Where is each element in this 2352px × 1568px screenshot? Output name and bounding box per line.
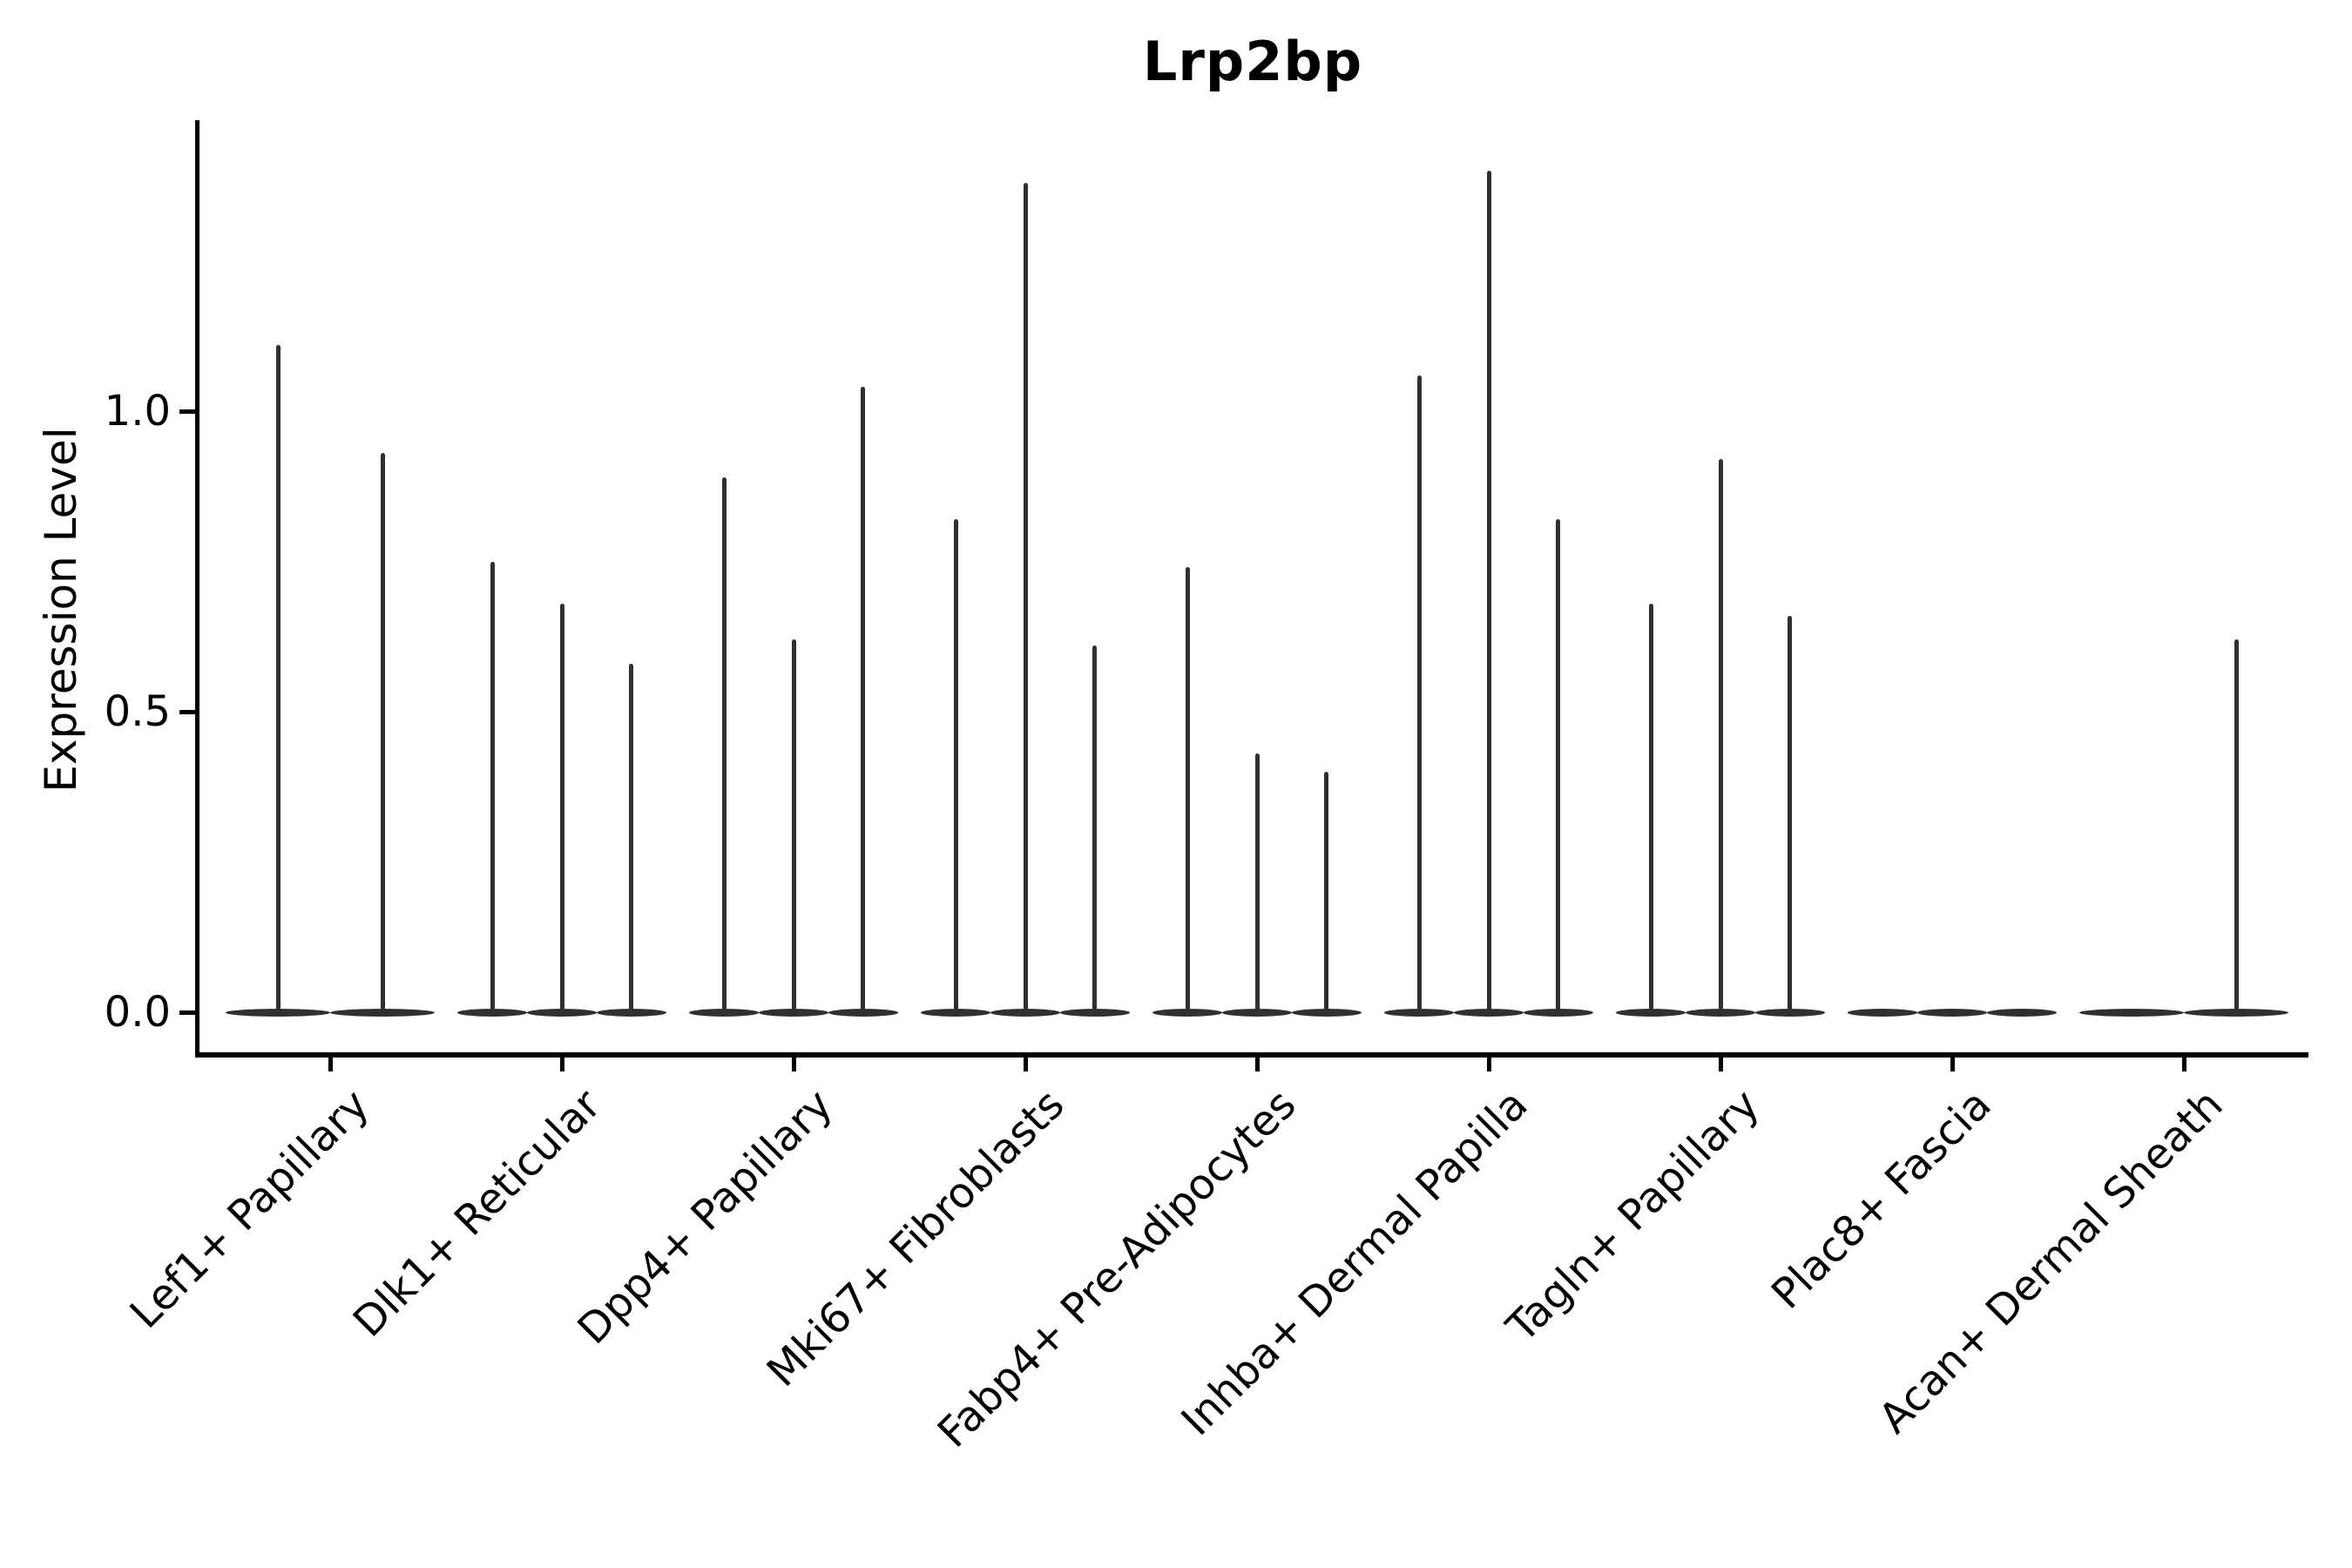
violin-needle bbox=[721, 476, 727, 1012]
violin-base bbox=[1616, 1008, 1686, 1017]
x-tick-mark bbox=[1486, 1052, 1491, 1071]
violin-needle bbox=[629, 663, 634, 1012]
violin-base bbox=[828, 1008, 898, 1017]
violin-base bbox=[759, 1008, 828, 1017]
chart-title: Lrp2bp bbox=[1142, 30, 1363, 93]
violin-base bbox=[226, 1008, 330, 1017]
x-tick-label: Lef1+ Papillary bbox=[120, 1080, 379, 1338]
x-tick-mark bbox=[1023, 1052, 1028, 1071]
y-tick-mark bbox=[179, 409, 197, 414]
violin-base bbox=[1060, 1008, 1130, 1017]
y-axis-spine bbox=[195, 120, 199, 1058]
violin-base bbox=[597, 1008, 666, 1017]
violin-needle bbox=[490, 561, 495, 1012]
violin-base bbox=[1917, 1008, 1987, 1017]
violin-needle bbox=[1254, 754, 1260, 1012]
violin-base bbox=[1384, 1008, 1454, 1017]
violin-needle bbox=[1324, 772, 1329, 1012]
y-tick-label: 1.0 bbox=[104, 387, 171, 436]
violin-needle bbox=[1185, 567, 1190, 1012]
violin-base bbox=[2079, 1008, 2184, 1017]
violin-needle bbox=[559, 603, 564, 1012]
violin-needle bbox=[861, 387, 866, 1012]
violin-needle bbox=[2234, 639, 2239, 1012]
x-tick-mark bbox=[328, 1052, 333, 1071]
violin-base bbox=[457, 1008, 527, 1017]
violin-needle bbox=[1092, 645, 1098, 1012]
x-tick-mark bbox=[1950, 1052, 1955, 1071]
violin-needle bbox=[1648, 603, 1653, 1012]
violin-needle bbox=[1486, 171, 1491, 1012]
violin-needle bbox=[953, 519, 958, 1012]
violin-base bbox=[1524, 1008, 1593, 1017]
y-tick-mark bbox=[179, 1010, 197, 1015]
violin-base bbox=[1686, 1008, 1755, 1017]
violin-base bbox=[1454, 1008, 1524, 1017]
violin-needle bbox=[380, 453, 385, 1012]
violin-base bbox=[921, 1008, 990, 1017]
violin-base bbox=[1755, 1008, 1825, 1017]
violin-needle bbox=[1718, 459, 1723, 1012]
y-tick-label: 0.0 bbox=[104, 988, 171, 1037]
violin-base bbox=[527, 1008, 597, 1017]
x-tick-mark bbox=[559, 1052, 564, 1071]
violin-base bbox=[990, 1008, 1060, 1017]
violin-base bbox=[2184, 1008, 2288, 1017]
x-tick-mark bbox=[791, 1052, 796, 1071]
x-tick-mark bbox=[2181, 1052, 2186, 1071]
y-tick-label: 0.5 bbox=[104, 687, 171, 736]
violin-base bbox=[1222, 1008, 1292, 1017]
violin-needle bbox=[791, 639, 796, 1012]
y-tick-mark bbox=[179, 709, 197, 714]
x-tick-label-anchor: Acan+ Dermal Sheath bbox=[1869, 1080, 2352, 1443]
violin-needle bbox=[1788, 615, 1793, 1012]
violin-base bbox=[1292, 1008, 1362, 1017]
violin-needle bbox=[1023, 182, 1028, 1012]
x-tick-mark bbox=[1718, 1052, 1723, 1071]
x-axis-spine bbox=[195, 1052, 2308, 1058]
violin-base bbox=[689, 1008, 759, 1017]
violin-base bbox=[1152, 1008, 1222, 1017]
violin-base bbox=[1848, 1008, 1917, 1017]
violin-base bbox=[1987, 1008, 2057, 1017]
violin-needle bbox=[275, 345, 280, 1012]
violin-base bbox=[330, 1008, 435, 1017]
violin-needle bbox=[1416, 375, 1422, 1012]
violin-needle bbox=[1556, 519, 1561, 1012]
x-tick-mark bbox=[1254, 1052, 1260, 1071]
